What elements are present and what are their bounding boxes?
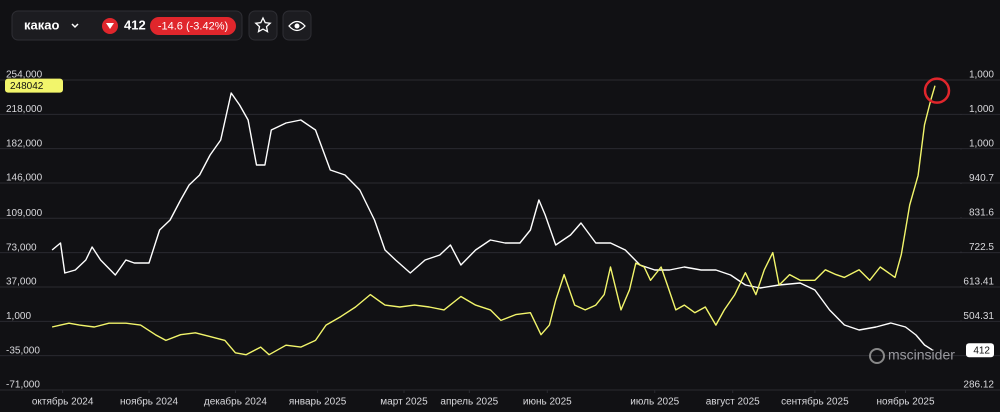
y2-tick-label: 613.41 (963, 276, 994, 287)
down-arrow (106, 23, 114, 29)
x-tick-label: март 2025 (380, 397, 428, 408)
y-tick-label: 1,000 (6, 311, 31, 322)
last-price-badge (966, 343, 994, 358)
header: какао 412 -14.6 (-3.42%) (11, 10, 312, 41)
y-tick-label: 109,000 (6, 208, 43, 219)
line-series (51, 92, 934, 351)
watermark: mscinsider (869, 347, 955, 364)
y2-tick-label: 286.12 (963, 380, 994, 391)
logo-icon (869, 348, 885, 364)
x-tick-label: июнь 2025 (523, 397, 572, 408)
eye-pupil[interactable] (294, 23, 300, 29)
y2-tick-label: 1,000 (969, 139, 994, 150)
y-tick-label: -71,000 (6, 380, 40, 391)
x-tick-label: август 2025 (706, 397, 760, 408)
x-tick-label: апрель 2025 (440, 397, 498, 408)
highlight-circle (923, 77, 951, 104)
overlay: 412 248042 (5, 77, 994, 358)
y2-tick-label: 1,000 (969, 70, 994, 81)
change: -14.6 (-3.42%) (158, 20, 228, 32)
plot: 254,000 218,000 182,000 146,000 109,000 73,00… (0, 70, 1000, 408)
x-tick-label: сентябрь 2025 (781, 396, 849, 408)
x-tick-label: ноябрь 2025 (876, 396, 934, 408)
y-tick-label: 73,000 (6, 242, 37, 253)
y-tick-label: 37,000 (6, 277, 37, 288)
y-tick-label: 146,000 (6, 173, 43, 184)
y2-tick-label: 1,000 (969, 104, 994, 115)
star-icon[interactable] (254, 16, 272, 33)
y-tick-label: 218,000 (6, 104, 43, 115)
x-tick-label: июль 2025 (630, 397, 679, 408)
y-tick-label: 182,000 (6, 138, 43, 149)
price: 412 (124, 17, 146, 32)
change-badge (150, 17, 236, 35)
last-value-label: 248042 (10, 81, 44, 92)
x-tick-label: январь 2025 (289, 397, 347, 408)
x-tick-label: декабрь 2024 (204, 396, 268, 408)
dropdown-icon[interactable] (71, 23, 79, 29)
line-series (51, 85, 936, 356)
y-tick-label: 254,000 (6, 70, 43, 81)
last-value-badge (5, 78, 63, 93)
last-price-label: 412 (973, 345, 990, 356)
ticker: какао (24, 17, 59, 32)
y2-tick-label: 831.6 (969, 207, 994, 218)
x-tick-label: октябрь 2024 (32, 396, 94, 408)
y-tick-label: -35,000 (6, 345, 40, 356)
y2-tick-label: 504.31 (963, 311, 994, 322)
eye-icon[interactable] (288, 20, 306, 32)
y2-tick-label: 940.7 (969, 173, 994, 184)
x-tick-label: ноябрь 2024 (120, 396, 178, 408)
watermark-text: mscinsider (888, 347, 955, 363)
y2-tick-label: 722.5 (969, 242, 994, 253)
favorite-button[interactable] (248, 10, 278, 41)
